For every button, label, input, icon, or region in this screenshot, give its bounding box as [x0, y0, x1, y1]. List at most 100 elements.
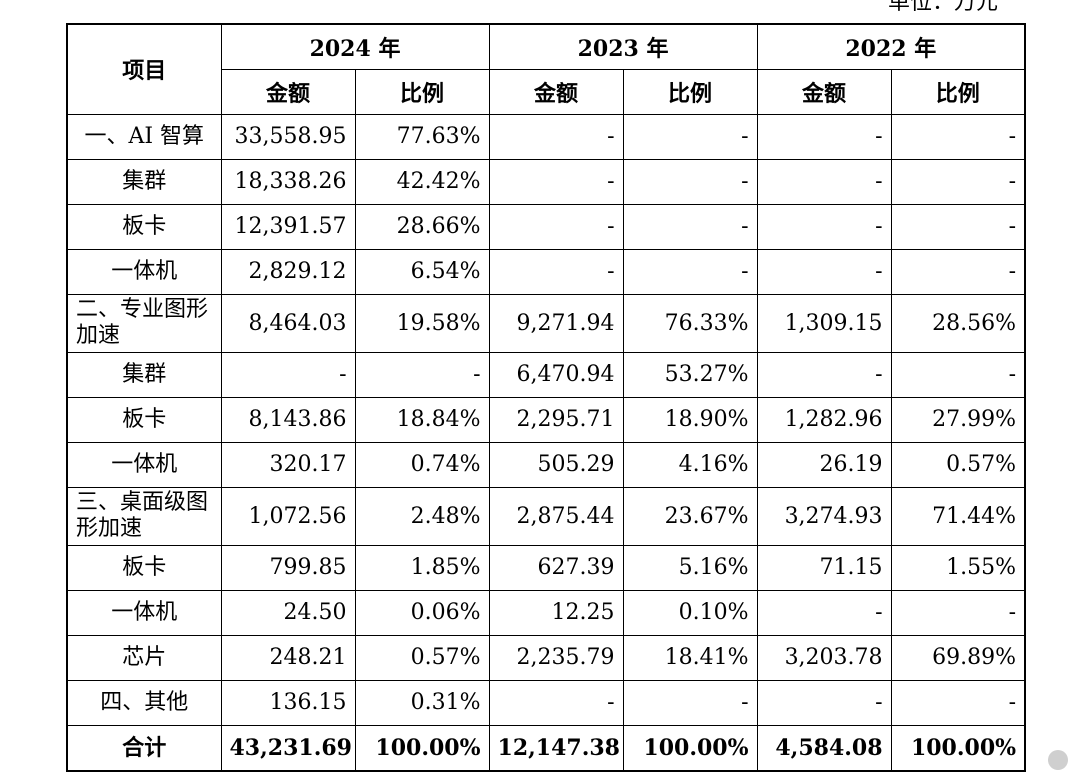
amount-cell: -	[756, 248, 892, 295]
amount-cell: -	[488, 203, 624, 250]
ratio-cell: -	[622, 679, 758, 726]
amount-cell: 248.21	[220, 634, 356, 681]
table-row: 一体机 24.50 0.06% 12.25 0.10% - -	[66, 589, 1026, 636]
revenue-breakdown-table: 项目 2024 年 2023 年 2022 年 金额 比例 金额 比例 金额 比…	[66, 23, 1027, 772]
ratio-cell: 0.06%	[354, 589, 490, 636]
ratio-cell: 2.48%	[354, 486, 490, 546]
amount-cell: 2,295.71	[488, 396, 624, 443]
amount-cell: 26.19	[756, 441, 892, 488]
amount-cell: -	[756, 589, 892, 636]
item-header: 项目	[66, 23, 222, 115]
amount-cell: 3,274.93	[756, 486, 892, 546]
ratio-cell: -	[890, 203, 1026, 250]
ratio-cell: 0.57%	[354, 634, 490, 681]
ratio-cell: -	[890, 589, 1026, 636]
ratio-cell: 42.42%	[354, 158, 490, 205]
ratio-cell: 4.16%	[622, 441, 758, 488]
ratio-cell: 1.85%	[354, 544, 490, 591]
watermark-logo	[1048, 750, 1068, 770]
amount-cell: 71.15	[756, 544, 892, 591]
amount-cell: 2,875.44	[488, 486, 624, 546]
ratio-cell: -	[622, 248, 758, 295]
ratio-cell: -	[622, 113, 758, 160]
amount-cell: 799.85	[220, 544, 356, 591]
row-label: 芯片	[66, 634, 222, 681]
header-row-years: 项目 2024 年 2023 年 2022 年	[66, 23, 1026, 115]
amount-cell: 1,309.15	[756, 293, 892, 353]
table-row: 集群 18,338.26 42.42% - - - -	[66, 158, 1026, 205]
amount-header: 金额	[488, 68, 624, 115]
total-ratio-cell: 100.00%	[354, 724, 490, 772]
amount-cell: 18,338.26	[220, 158, 356, 205]
amount-cell: -	[756, 351, 892, 398]
row-label: 一体机	[66, 441, 222, 488]
total-ratio-cell: 100.00%	[890, 724, 1026, 772]
ratio-cell: 6.54%	[354, 248, 490, 295]
row-label: 板卡	[66, 396, 222, 443]
amount-cell: 2,829.12	[220, 248, 356, 295]
amount-cell: 6,470.94	[488, 351, 624, 398]
ratio-cell: 5.16%	[622, 544, 758, 591]
amount-cell: -	[756, 203, 892, 250]
amount-cell: 3,203.78	[756, 634, 892, 681]
ratio-cell: 28.56%	[890, 293, 1026, 353]
ratio-cell: 76.33%	[622, 293, 758, 353]
amount-cell: 320.17	[220, 441, 356, 488]
ratio-header: 比例	[890, 68, 1026, 115]
row-label: 四、其他	[66, 679, 222, 726]
row-label: 集群	[66, 158, 222, 205]
row-label: 板卡	[66, 203, 222, 250]
ratio-cell: 53.27%	[622, 351, 758, 398]
ratio-cell: -	[622, 203, 758, 250]
ratio-cell: 0.74%	[354, 441, 490, 488]
amount-cell: -	[756, 679, 892, 726]
table-row: 板卡 8,143.86 18.84% 2,295.71 18.90% 1,282…	[66, 396, 1026, 443]
amount-cell: 505.29	[488, 441, 624, 488]
ratio-cell: 27.99%	[890, 396, 1026, 443]
year-header-2024: 2024 年	[220, 23, 490, 70]
amount-cell: 24.50	[220, 589, 356, 636]
table-row: 集群 - - 6,470.94 53.27% - -	[66, 351, 1026, 398]
watermark-icon	[1048, 750, 1068, 770]
ratio-header: 比例	[622, 68, 758, 115]
year-header-2022: 2022 年	[756, 23, 1026, 70]
ratio-cell: -	[890, 679, 1026, 726]
amount-cell: -	[756, 158, 892, 205]
amount-cell: -	[488, 248, 624, 295]
table-row: 二、专业图形加速 8,464.03 19.58% 9,271.94 76.33%…	[66, 293, 1026, 353]
amount-cell: -	[488, 158, 624, 205]
ratio-cell: 23.67%	[622, 486, 758, 546]
ratio-cell: 77.63%	[354, 113, 490, 160]
amount-cell: 8,143.86	[220, 396, 356, 443]
table-row: 板卡 12,391.57 28.66% - - - -	[66, 203, 1026, 250]
total-row: 合计 43,231.69 100.00% 12,147.38 100.00% 4…	[66, 724, 1026, 772]
row-label: 板卡	[66, 544, 222, 591]
ratio-cell: 18.90%	[622, 396, 758, 443]
ratio-cell: 18.84%	[354, 396, 490, 443]
ratio-cell: -	[622, 158, 758, 205]
ratio-cell: 18.41%	[622, 634, 758, 681]
ratio-cell: -	[890, 158, 1026, 205]
table-row: 芯片 248.21 0.57% 2,235.79 18.41% 3,203.78…	[66, 634, 1026, 681]
row-label: 集群	[66, 351, 222, 398]
total-amount-cell: 12,147.38	[488, 724, 624, 772]
total-label: 合计	[66, 724, 222, 772]
ratio-cell: 19.58%	[354, 293, 490, 353]
row-label: 一体机	[66, 589, 222, 636]
amount-cell: 8,464.03	[220, 293, 356, 353]
amount-cell: 9,271.94	[488, 293, 624, 353]
amount-cell: -	[488, 679, 624, 726]
table-row: 一体机 2,829.12 6.54% - - - -	[66, 248, 1026, 295]
amount-cell: 627.39	[488, 544, 624, 591]
total-ratio-cell: 100.00%	[622, 724, 758, 772]
ratio-cell: -	[354, 351, 490, 398]
ratio-cell: 71.44%	[890, 486, 1026, 546]
table-row: 板卡 799.85 1.85% 627.39 5.16% 71.15 1.55%	[66, 544, 1026, 591]
row-label: 一、AI 智算	[66, 113, 222, 160]
amount-cell: 12,391.57	[220, 203, 356, 250]
ratio-cell: 69.89%	[890, 634, 1026, 681]
ratio-cell: 0.10%	[622, 589, 758, 636]
ratio-cell: 28.66%	[354, 203, 490, 250]
ratio-cell: -	[890, 248, 1026, 295]
amount-header: 金额	[220, 68, 356, 115]
